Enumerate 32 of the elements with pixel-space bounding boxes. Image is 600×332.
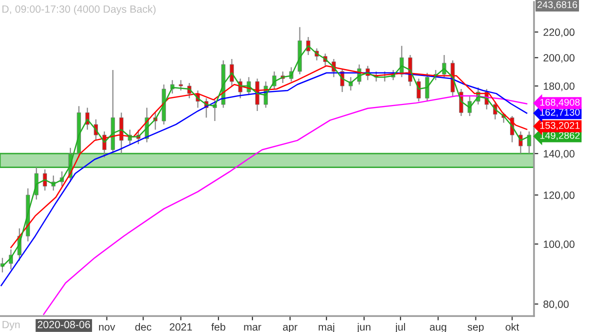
y-tick-label: 120,00 — [544, 192, 574, 200]
y-tick-label: 140,00 — [544, 150, 574, 159]
data-label: 162,7130 — [540, 108, 580, 117]
x-tick-label: dec — [135, 323, 152, 331]
x-tick-label: nov — [99, 324, 116, 331]
candlestick — [255, 78, 260, 112]
text: Dyn — [2, 321, 20, 330]
line-series — [10, 65, 528, 248]
x-tick-label: mar — [244, 324, 262, 331]
x-tick-label: okt — [506, 323, 520, 331]
line-series — [43, 95, 528, 315]
x-tick-label: 2021 — [170, 323, 192, 331]
y-tick-label: 80,00 — [543, 300, 569, 310]
data-label: 168,4908 — [540, 98, 580, 107]
candlestick — [42, 168, 47, 192]
text: 2020-08-06 — [38, 320, 90, 328]
data-label: 149,2862 — [540, 132, 580, 140]
candlestick — [178, 80, 183, 92]
candlestick — [119, 112, 124, 154]
data-label: 153,2021 — [540, 122, 580, 130]
chart-title: D, 09:00-17:30 (4000 Days Back) — [2, 5, 156, 15]
candlestick — [416, 78, 421, 102]
candlestick — [527, 130, 532, 154]
candlestick — [442, 54, 446, 78]
x-tick-label: feb — [211, 323, 226, 331]
line-series — [0, 72, 528, 286]
y-tick-label: 180,00 — [544, 82, 574, 92]
y-tick-label: 200,00 — [544, 54, 574, 63]
candlestick — [425, 72, 430, 102]
y-tick-label: 100,00 — [544, 240, 574, 250]
y-tick-label: 220,00 — [544, 28, 574, 38]
text: 243,6816 — [537, 1, 578, 10]
